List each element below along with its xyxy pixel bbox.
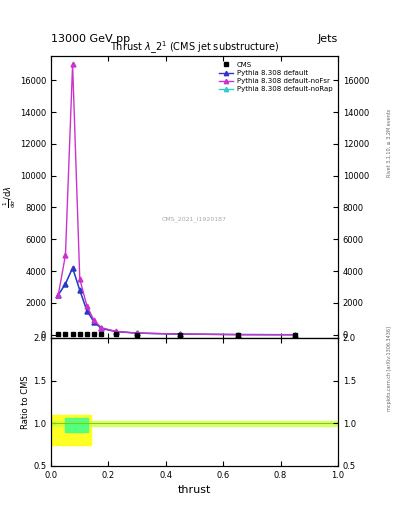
Pythia 8.308 default <box>92 319 97 325</box>
CMS <box>92 331 97 337</box>
Pythia 8.308 default-noRap <box>99 325 104 331</box>
CMS <box>178 332 183 338</box>
Pythia 8.308 default <box>178 331 183 337</box>
Pythia 8.308 default <box>70 265 75 271</box>
Pythia 8.308 default-noFsr <box>84 303 89 309</box>
Pythia 8.308 default-noRap <box>292 332 298 338</box>
Line: Pythia 8.308 default-noFsr: Pythia 8.308 default-noFsr <box>56 62 298 337</box>
Title: Thrust $\lambda\_2^1$ (CMS jet substructure): Thrust $\lambda\_2^1$ (CMS jet substruct… <box>110 40 279 56</box>
Pythia 8.308 default-noRap <box>135 330 140 336</box>
Pythia 8.308 default-noFsr <box>70 61 75 68</box>
Line: CMS: CMS <box>56 331 298 337</box>
Bar <box>51 421 338 426</box>
CMS <box>70 331 75 337</box>
Pythia 8.308 default-noRap <box>113 329 118 335</box>
Pythia 8.308 default <box>292 332 298 338</box>
Text: CMS_2021_I1920187: CMS_2021_I1920187 <box>162 217 227 223</box>
Y-axis label: $\frac{1}{\mathrm{d}\sigma} / \mathrm{d}\lambda$: $\frac{1}{\mathrm{d}\sigma} / \mathrm{d}… <box>2 186 18 208</box>
Line: Pythia 8.308 default-noRap: Pythia 8.308 default-noRap <box>56 266 298 337</box>
Pythia 8.308 default <box>113 329 118 335</box>
Pythia 8.308 default <box>235 331 240 337</box>
Pythia 8.308 default-noRap <box>92 319 97 325</box>
Bar <box>65 418 88 432</box>
Pythia 8.308 default-noFsr <box>135 330 140 336</box>
CMS <box>235 332 240 338</box>
Pythia 8.308 default-noFsr <box>113 328 118 334</box>
CMS <box>292 332 298 338</box>
Line: Pythia 8.308 default: Pythia 8.308 default <box>56 266 298 337</box>
Pythia 8.308 default-noFsr <box>92 317 97 324</box>
Pythia 8.308 default <box>63 281 68 287</box>
CMS <box>84 331 89 337</box>
Pythia 8.308 default-noRap <box>84 308 89 314</box>
Pythia 8.308 default-noFsr <box>77 276 82 282</box>
Pythia 8.308 default-noRap <box>235 331 240 337</box>
Bar <box>51 415 91 444</box>
Pythia 8.308 default-noFsr <box>63 252 68 258</box>
CMS <box>113 331 118 337</box>
CMS <box>63 331 68 337</box>
Pythia 8.308 default-noRap <box>178 331 183 337</box>
Pythia 8.308 default-noFsr <box>178 331 183 337</box>
Pythia 8.308 default-noRap <box>63 281 68 287</box>
Pythia 8.308 default-noRap <box>70 265 75 271</box>
Pythia 8.308 default <box>99 325 104 331</box>
Pythia 8.308 default <box>135 330 140 336</box>
CMS <box>77 331 82 337</box>
Pythia 8.308 default <box>84 308 89 314</box>
Legend: CMS, Pythia 8.308 default, Pythia 8.308 default-noFsr, Pythia 8.308 default-noRa: CMS, Pythia 8.308 default, Pythia 8.308 … <box>217 60 334 94</box>
X-axis label: thrust: thrust <box>178 485 211 495</box>
Text: Jets: Jets <box>318 33 338 44</box>
Text: mcplots.cern.ch [arXiv:1306.3436]: mcplots.cern.ch [arXiv:1306.3436] <box>387 326 391 411</box>
Pythia 8.308 default-noRap <box>77 287 82 293</box>
Pythia 8.308 default <box>77 287 82 293</box>
CMS <box>56 331 61 337</box>
Pythia 8.308 default-noRap <box>56 292 61 298</box>
Pythia 8.308 default-noFsr <box>235 331 240 337</box>
CMS <box>99 331 104 337</box>
Pythia 8.308 default-noFsr <box>56 292 61 298</box>
Pythia 8.308 default <box>56 292 61 298</box>
Text: Rivet 3.1.10, ≥ 3.2M events: Rivet 3.1.10, ≥ 3.2M events <box>387 109 391 178</box>
Y-axis label: Ratio to CMS: Ratio to CMS <box>21 375 30 429</box>
Pythia 8.308 default-noFsr <box>99 325 104 331</box>
CMS <box>135 331 140 337</box>
Text: 13000 GeV pp: 13000 GeV pp <box>51 33 130 44</box>
Pythia 8.308 default-noFsr <box>292 332 298 338</box>
